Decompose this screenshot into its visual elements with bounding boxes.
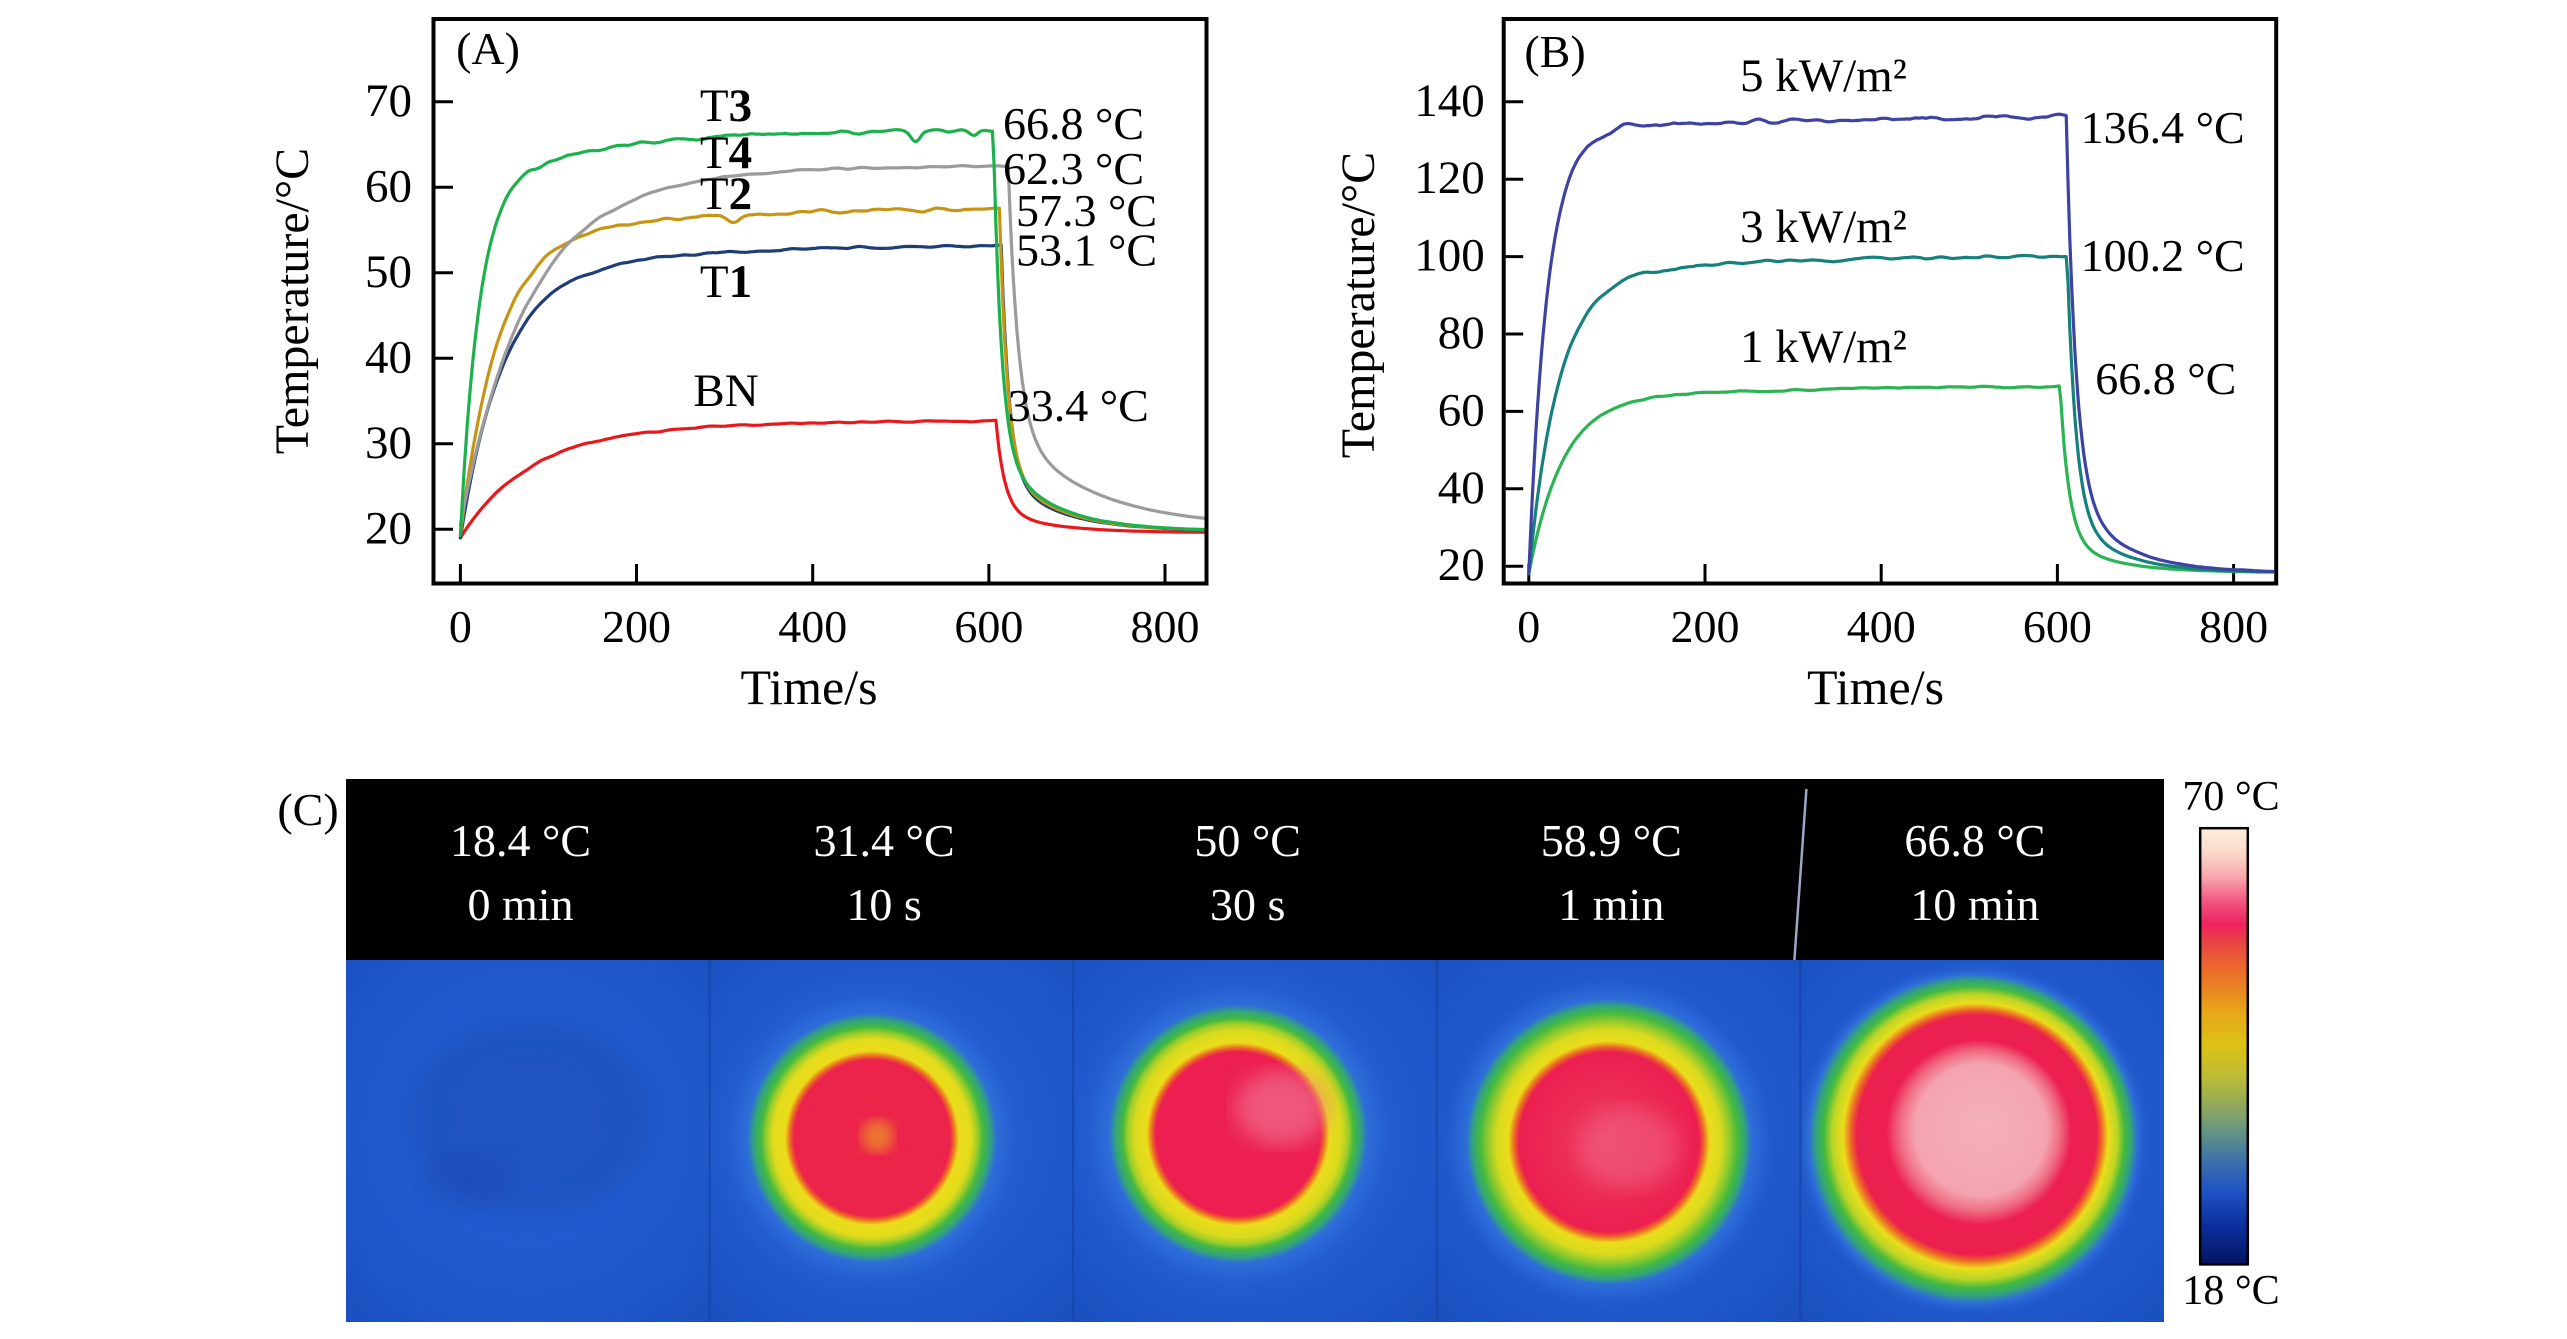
svg-text:1 min: 1 min <box>1558 879 1664 930</box>
svg-text:136.4 °C: 136.4 °C <box>2081 102 2245 153</box>
svg-text:Temperature/°C: Temperature/°C <box>1332 152 1385 458</box>
svg-text:400: 400 <box>1847 601 1916 652</box>
svg-text:140: 140 <box>1414 75 1485 127</box>
svg-text:40: 40 <box>365 331 412 383</box>
svg-text:T1: T1 <box>700 256 752 308</box>
svg-text:5 kW/m²: 5 kW/m² <box>1740 50 1907 102</box>
svg-text:53.1 °C: 53.1 °C <box>1016 225 1157 276</box>
svg-text:Time/s: Time/s <box>1807 659 1944 715</box>
svg-text:60: 60 <box>365 160 412 212</box>
svg-text:66.8 °C: 66.8 °C <box>1003 98 1144 149</box>
svg-text:50 °C: 50 °C <box>1194 815 1301 866</box>
svg-text:70 °C: 70 °C <box>2182 774 2279 820</box>
svg-text:18.4 °C: 18.4 °C <box>450 815 591 866</box>
svg-text:70: 70 <box>365 75 412 127</box>
svg-text:3 kW/m²: 3 kW/m² <box>1740 201 1907 253</box>
svg-text:57.3 °C: 57.3 °C <box>1016 185 1157 236</box>
svg-text:T2: T2 <box>700 168 752 220</box>
svg-text:400: 400 <box>778 601 847 652</box>
svg-text:200: 200 <box>602 601 671 652</box>
svg-text:31.4 °C: 31.4 °C <box>814 815 955 866</box>
svg-text:0 min: 0 min <box>467 879 573 930</box>
svg-text:60: 60 <box>1438 384 1485 436</box>
svg-text:33.4 °C: 33.4 °C <box>1008 380 1149 431</box>
svg-text:Time/s: Time/s <box>740 659 877 715</box>
svg-text:(A): (A) <box>456 23 520 74</box>
svg-text:80: 80 <box>1438 307 1485 359</box>
svg-text:(C): (C) <box>277 784 338 835</box>
svg-text:(B): (B) <box>1524 26 1585 77</box>
svg-text:18 °C: 18 °C <box>2182 1268 2279 1314</box>
svg-text:66.8 °C: 66.8 °C <box>2095 353 2236 404</box>
svg-text:62.3 °C: 62.3 °C <box>1003 143 1144 194</box>
svg-text:800: 800 <box>2199 601 2268 652</box>
svg-text:40: 40 <box>1438 462 1485 514</box>
svg-text:1 kW/m²: 1 kW/m² <box>1740 321 1907 373</box>
svg-text:600: 600 <box>954 601 1023 652</box>
svg-text:100: 100 <box>1414 230 1485 282</box>
svg-text:0: 0 <box>449 601 472 652</box>
svg-text:800: 800 <box>1131 601 1200 652</box>
svg-text:20: 20 <box>1438 539 1485 591</box>
svg-text:0: 0 <box>1517 601 1540 652</box>
svg-text:600: 600 <box>2023 601 2092 652</box>
svg-text:30: 30 <box>365 417 412 469</box>
svg-text:T4: T4 <box>700 127 752 179</box>
svg-text:66.8 °C: 66.8 °C <box>1904 815 2045 866</box>
svg-text:100.2 °C: 100.2 °C <box>2081 230 2245 281</box>
svg-text:120: 120 <box>1414 152 1485 204</box>
svg-text:58.9 °C: 58.9 °C <box>1541 815 1682 866</box>
svg-text:T3: T3 <box>700 80 752 132</box>
svg-text:20: 20 <box>365 502 412 554</box>
svg-text:50: 50 <box>365 246 412 298</box>
svg-text:10 min: 10 min <box>1910 879 2039 930</box>
svg-text:200: 200 <box>1671 601 1740 652</box>
svg-text:BN: BN <box>693 365 758 417</box>
svg-text:10 s: 10 s <box>846 879 921 930</box>
svg-text:30 s: 30 s <box>1210 879 1285 930</box>
svg-text:Temperature/°C: Temperature/°C <box>266 148 319 454</box>
